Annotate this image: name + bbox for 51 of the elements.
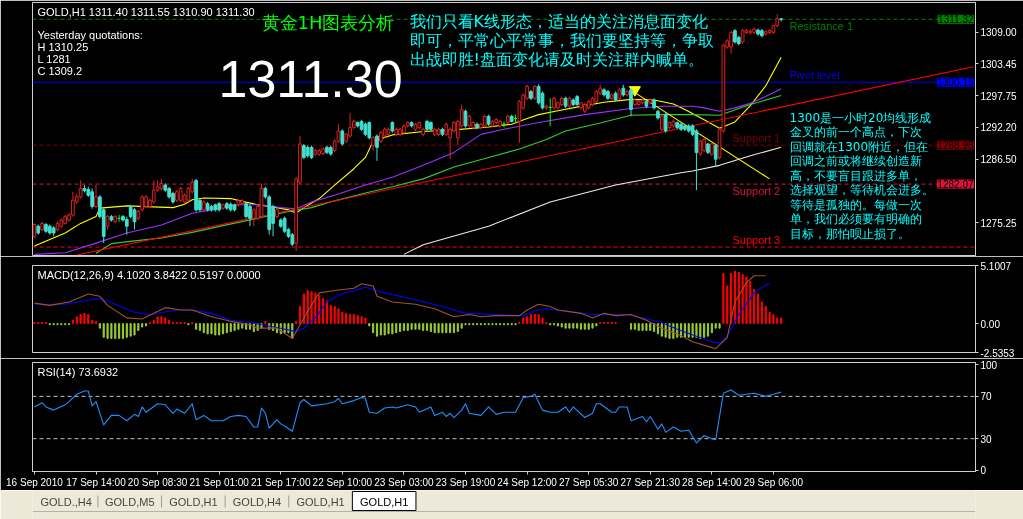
y-tick-label: 1275.25 — [980, 217, 1018, 229]
annotation: 1311.32 — [938, 14, 974, 26]
y-tick-label: 1286.50 — [980, 154, 1018, 166]
chart-title: RSI(14) 73.6932 — [37, 365, 119, 378]
x-tick-label: 17 Sep 14:00 — [66, 476, 127, 488]
annotation: 1288.98 — [937, 140, 974, 152]
y-tick-label: 1309.00 — [980, 27, 1018, 39]
text: GOLD,M5 — [104, 495, 155, 508]
x-tick-label: 21 Sep 17:00 — [251, 476, 311, 488]
y-tick-label: 1292.20 — [980, 122, 1018, 134]
ref-line-label: Support 3 — [732, 234, 781, 247]
annotation: L 1281 — [37, 52, 71, 65]
y-tick-label: 5.1007 — [980, 260, 1012, 272]
text: GOLD,H1 — [169, 495, 218, 508]
text: GOLD,H1 — [296, 495, 345, 508]
y-tick-label: 1297.75 — [980, 90, 1018, 102]
x-tick-label: 23 Sep 19:00 — [435, 476, 496, 488]
y-tick-label: 70 — [980, 391, 993, 403]
x-tick-label: 27 Sep 05:30 — [558, 476, 619, 488]
chart-title: MACD(12,26,9) 4.1020 3.8422 0.5197 0.0000 — [37, 268, 261, 281]
annotation: Yesterday quotations: — [37, 28, 143, 41]
annotation: 1300.15 — [937, 77, 974, 89]
x-tick-label: 23 Sep 03:00 — [374, 476, 435, 488]
x-tick-label: 22 Sep 10:00 — [312, 476, 373, 488]
ref-line-label: Resistance 1 — [789, 20, 854, 33]
text: GOLD,H1 — [360, 495, 409, 508]
text: GOLD.,H4 — [40, 495, 92, 508]
ref-line-label: Pivot level — [789, 69, 840, 82]
x-tick-label: 21 Sep 01:00 — [189, 476, 250, 488]
y-tick-label: 1303.45 — [980, 58, 1018, 70]
ref-line-label: Support 1 — [732, 132, 781, 145]
text: 黄金1H图表分析 — [261, 11, 395, 33]
annotation: H 1310.25 — [37, 40, 89, 53]
text: GOLD,H4 — [232, 495, 282, 508]
y-tick-label: 30 — [980, 433, 993, 445]
x-tick-label: 16 Sep 2010 — [6, 476, 64, 488]
y-tick-label: 0 — [980, 465, 987, 477]
x-tick-label: 24 Sep 12:00 — [497, 476, 558, 488]
x-tick-label: 28 Sep 14:00 — [682, 476, 743, 488]
y-tick-label: -2.5353 — [980, 347, 1015, 359]
text: 1300是一小时20均线形成金叉的前一个高点，下次回调就在1300附近，但在回调之前或将继续创造新高，不要盲目跟进多单，选择观望，等待机会进多。等待是孤独的。每做一次单，我们必须要有明确的目标，那怕呗止损了。 — [789, 110, 934, 241]
y-tick-label: 100 — [980, 359, 998, 371]
x-tick-label: 29 Sep 06:00 — [743, 476, 804, 488]
annotation: 我们只看K线形态，适当的关注消息面变化即可，平常心平常事，我们要坚持等，争取出战即胜!盘面变化请及时关注群内喊单。 — [409, 11, 714, 69]
y-tick-label: 0.00 — [980, 318, 1001, 330]
annotation: 1282.07 — [937, 179, 974, 191]
ref-line-label: Support 2 — [732, 185, 781, 198]
annotation: C 1309.2 — [37, 64, 83, 77]
x-tick-label: 20 Sep 08:30 — [127, 476, 188, 488]
x-tick-label: 27 Sep 21:30 — [620, 476, 681, 488]
annotation: GOLD,H1 1311.40 1311.55 1310.90 1311.30 — [37, 5, 255, 18]
